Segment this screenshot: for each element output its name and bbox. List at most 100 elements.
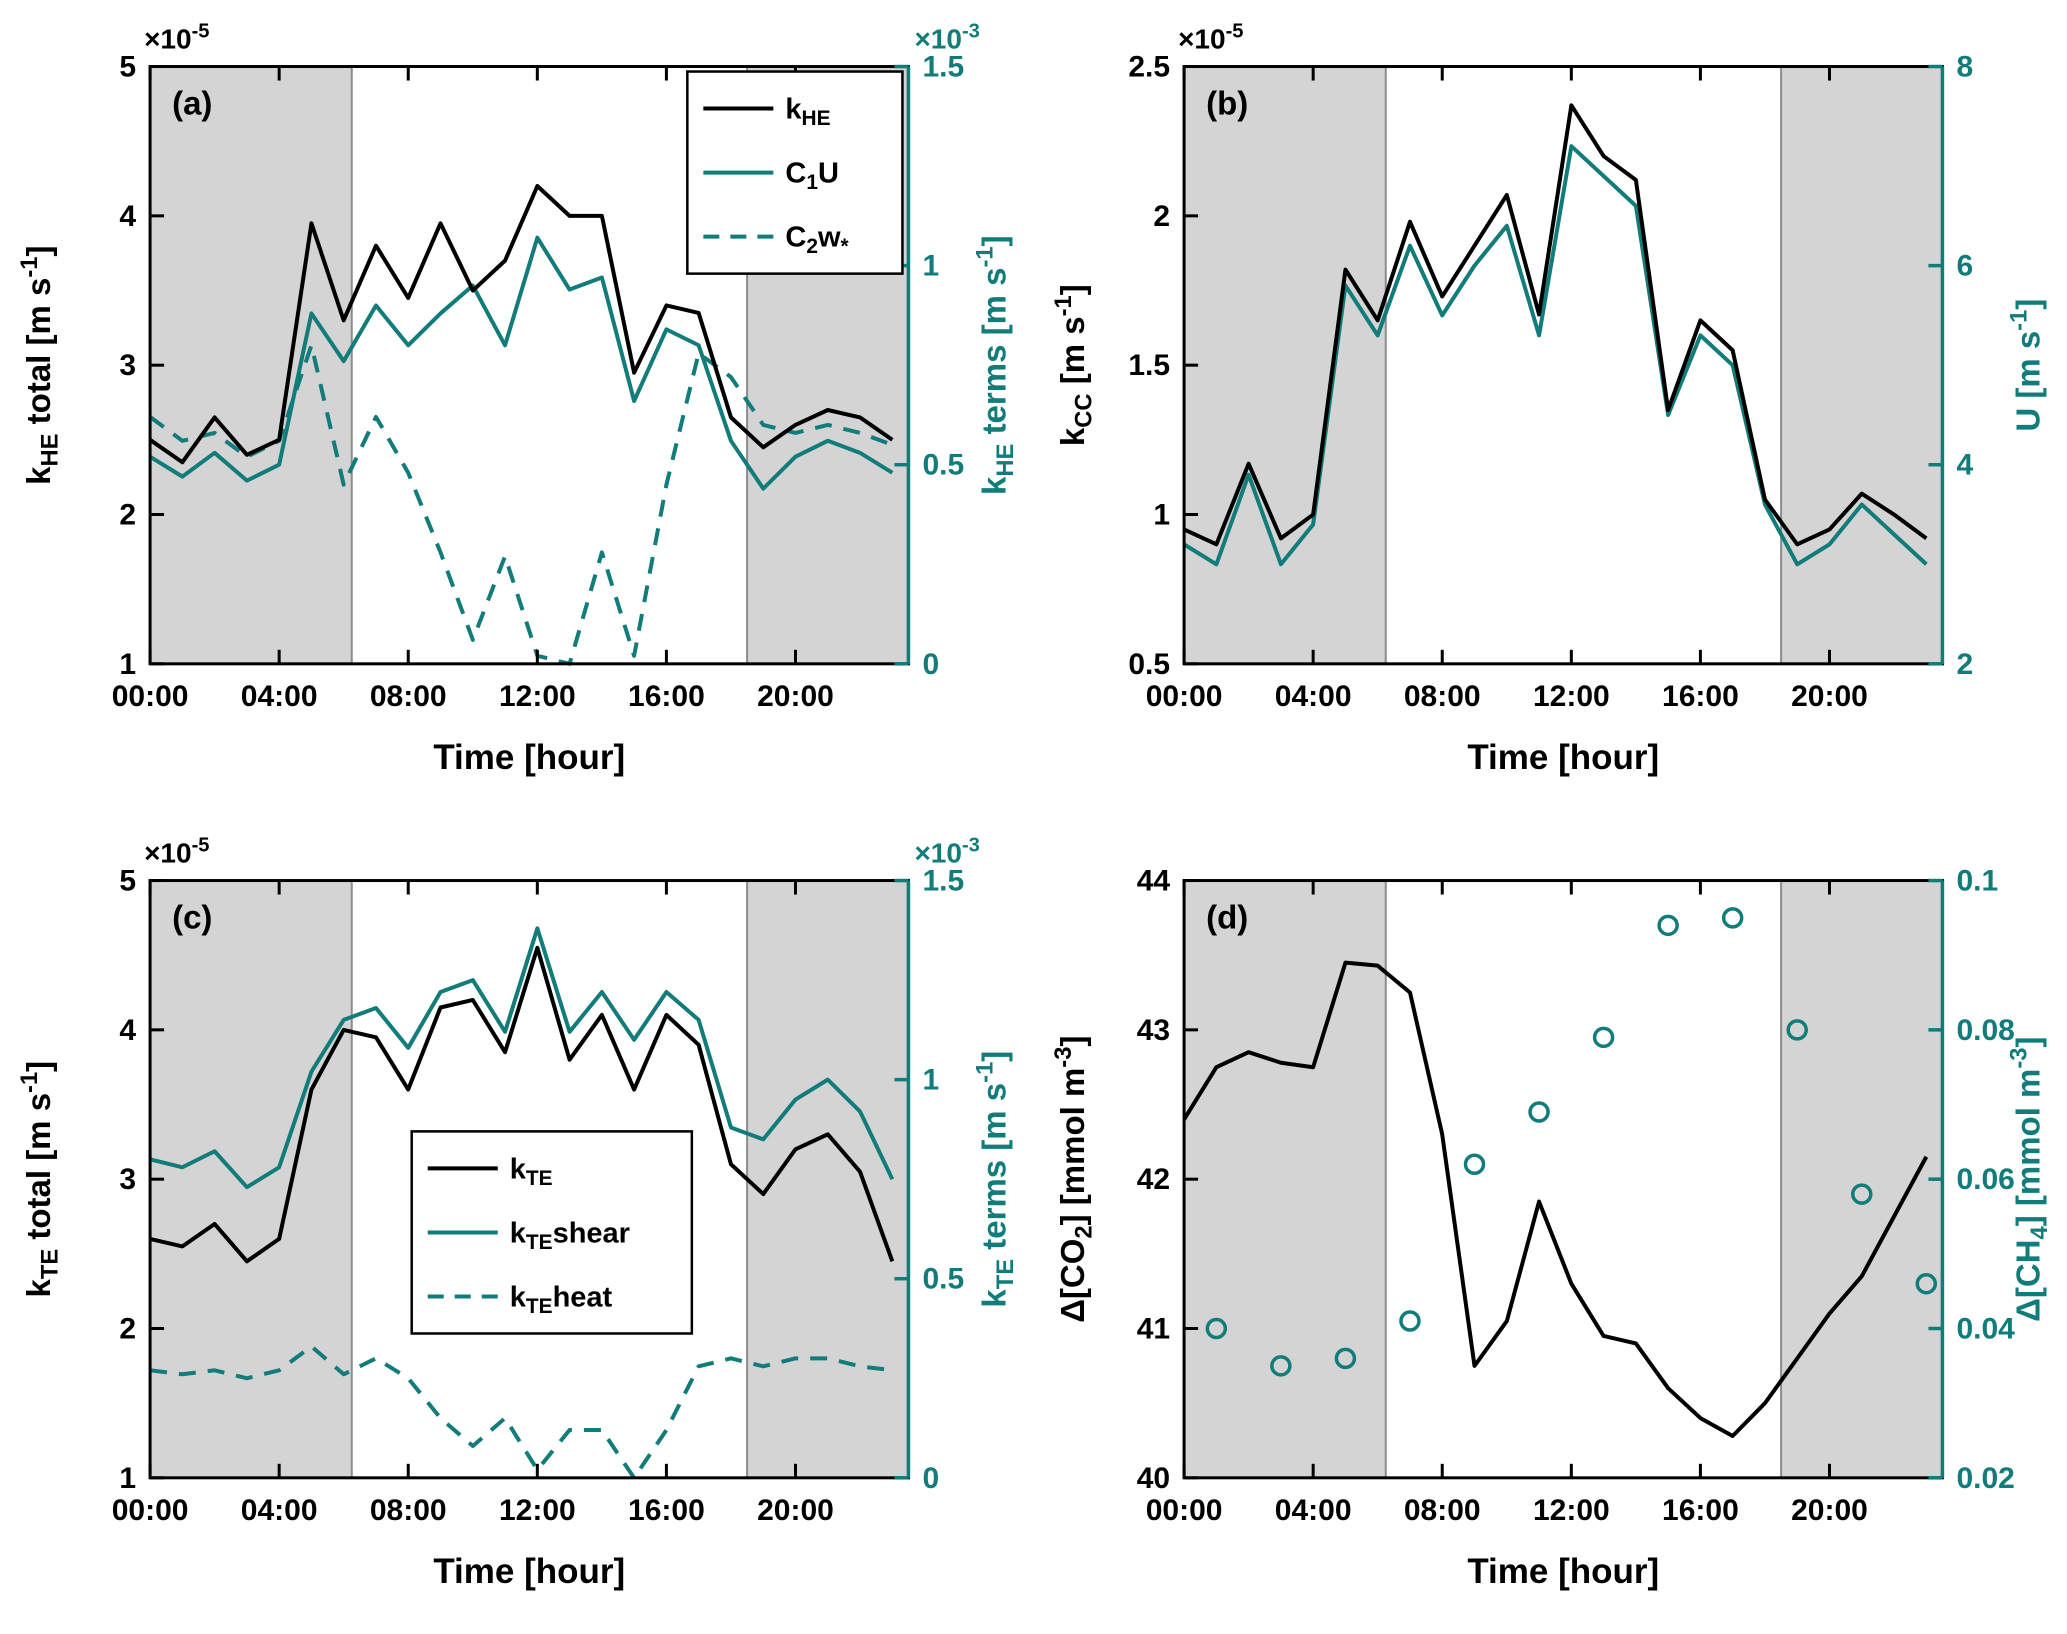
left-tick-label: 41 bbox=[1136, 1313, 1169, 1346]
x-tick-label: 08:00 bbox=[1403, 680, 1480, 713]
night-shading bbox=[1184, 67, 1386, 664]
series-point-ch4 bbox=[1465, 1156, 1483, 1174]
x-axis-label: Time [hour] bbox=[1467, 738, 1659, 777]
right-axis-multiplier: ×10-3 bbox=[914, 20, 979, 54]
left-tick-label: 1.5 bbox=[1128, 349, 1170, 382]
x-tick-label: 16:00 bbox=[628, 680, 705, 713]
x-tick-label: 20:00 bbox=[1791, 680, 1868, 713]
x-tick-label: 20:00 bbox=[1791, 1494, 1868, 1527]
series-point-ch4 bbox=[1594, 1029, 1612, 1047]
x-tick-label: 16:00 bbox=[628, 1494, 705, 1527]
night-shading bbox=[1781, 881, 1942, 1478]
left-tick-label: 1 bbox=[119, 1462, 136, 1495]
x-axis-label: Time [hour] bbox=[433, 1552, 625, 1591]
right-tick-label: 0 bbox=[922, 648, 939, 681]
right-axis-multiplier: ×10-3 bbox=[914, 835, 979, 869]
left-axis-label: kHE total [m s-1] bbox=[16, 245, 63, 484]
left-axis-label: kCC [m s-1] bbox=[1049, 284, 1096, 446]
right-tick-label: 0.5 bbox=[922, 1263, 964, 1296]
x-tick-label: 12:00 bbox=[1532, 680, 1609, 713]
left-tick-label: 2 bbox=[1153, 200, 1170, 233]
right-tick-label: 1.5 bbox=[922, 865, 964, 898]
x-tick-label: 00:00 bbox=[112, 680, 189, 713]
right-tick-label: 2 bbox=[1956, 648, 1973, 681]
right-axis-label: kTE terms [m s-1] bbox=[971, 1051, 1018, 1308]
series-point-ch4 bbox=[1659, 917, 1677, 935]
right-axis-label: Δ[CH4] [mmol m-3] bbox=[2005, 1037, 2052, 1322]
left-tick-label: 2.5 bbox=[1128, 51, 1170, 84]
night-shading bbox=[150, 67, 352, 664]
x-tick-label: 08:00 bbox=[370, 680, 447, 713]
x-tick-label: 04:00 bbox=[241, 1494, 318, 1527]
left-axis-multiplier: ×10-5 bbox=[144, 835, 209, 869]
x-tick-label: 20:00 bbox=[757, 680, 834, 713]
left-tick-label: 5 bbox=[119, 51, 136, 84]
left-axis-multiplier: ×10-5 bbox=[144, 20, 209, 54]
left-tick-label: 1 bbox=[1153, 499, 1170, 532]
x-axis-label: Time [hour] bbox=[1467, 1552, 1659, 1591]
right-tick-label: 0.5 bbox=[922, 449, 964, 482]
legend-label-c2w: C2w* bbox=[785, 222, 849, 258]
left-tick-label: 5 bbox=[119, 865, 136, 898]
series-point-ch4 bbox=[1723, 909, 1741, 927]
series-point-ch4 bbox=[1530, 1103, 1548, 1121]
x-axis-label: Time [hour] bbox=[433, 738, 625, 777]
left-tick-label: 4 bbox=[119, 200, 136, 233]
panel-c: 00:00 04:00 08:00 12:00 16:00 20:00 1 2 3 4 5 0 0.5 1… bbox=[0, 814, 1034, 1628]
night-shading bbox=[1184, 881, 1386, 1478]
chart-svg-c: 00:00 04:00 08:00 12:00 16:00 20:00 1 2 3 4 5 0 0.5 1… bbox=[0, 814, 1034, 1628]
right-tick-label: 1 bbox=[922, 250, 939, 283]
panel-letter: (a) bbox=[172, 85, 212, 122]
panel-letter: (d) bbox=[1206, 899, 1248, 936]
series-point-ch4 bbox=[1400, 1312, 1418, 1330]
x-tick-label: 08:00 bbox=[370, 1494, 447, 1527]
x-tick-label: 04:00 bbox=[1274, 680, 1351, 713]
right-tick-label: 6 bbox=[1956, 250, 1973, 283]
left-tick-label: 3 bbox=[119, 349, 136, 382]
x-tick-label: 04:00 bbox=[1274, 1494, 1351, 1527]
right-tick-label: 0.02 bbox=[1956, 1462, 2014, 1495]
right-tick-label: 1 bbox=[922, 1064, 939, 1097]
panel-letter: (b) bbox=[1206, 85, 1248, 122]
right-tick-label: 0.04 bbox=[1956, 1313, 2015, 1346]
x-tick-label: 16:00 bbox=[1662, 1494, 1739, 1527]
right-axis-label: U [m s-1] bbox=[2005, 299, 2046, 432]
right-tick-label: 4 bbox=[1956, 449, 1973, 482]
right-tick-label: 0 bbox=[922, 1462, 939, 1495]
night-shading bbox=[150, 881, 352, 1478]
x-tick-label: 12:00 bbox=[499, 1494, 576, 1527]
legend-label-kte-heat: kTEheat bbox=[510, 1282, 613, 1318]
left-axis-label: Δ[CO2] [mmol m-3] bbox=[1049, 1036, 1096, 1323]
left-tick-label: 0.5 bbox=[1128, 648, 1170, 681]
right-tick-label: 0.06 bbox=[1956, 1164, 2014, 1197]
left-tick-label: 2 bbox=[119, 1313, 136, 1346]
x-tick-label: 08:00 bbox=[1403, 1494, 1480, 1527]
x-tick-label: 00:00 bbox=[112, 1494, 189, 1527]
left-tick-label: 2 bbox=[119, 499, 136, 532]
x-tick-label: 16:00 bbox=[1662, 680, 1739, 713]
left-tick-label: 1 bbox=[119, 648, 136, 681]
x-tick-label: 12:00 bbox=[499, 680, 576, 713]
left-tick-label: 42 bbox=[1136, 1164, 1169, 1197]
left-tick-label: 3 bbox=[119, 1164, 136, 1197]
x-tick-label: 20:00 bbox=[757, 1494, 834, 1527]
right-tick-label: 0.08 bbox=[1956, 1014, 2014, 1047]
left-axis-label: kTE total [m s-1] bbox=[16, 1061, 63, 1298]
right-axis-label: kHE terms [m s-1] bbox=[971, 235, 1018, 495]
right-tick-label: 0.1 bbox=[1956, 865, 1998, 898]
left-axis-multiplier: ×10-5 bbox=[1178, 20, 1243, 54]
right-tick-label: 8 bbox=[1956, 51, 1973, 84]
x-tick-label: 00:00 bbox=[1145, 1494, 1222, 1527]
night-shading bbox=[747, 881, 908, 1478]
left-tick-label: 43 bbox=[1136, 1014, 1169, 1047]
left-tick-label: 4 bbox=[119, 1014, 136, 1047]
left-tick-label: 40 bbox=[1136, 1462, 1169, 1495]
right-tick-label: 1.5 bbox=[922, 51, 964, 84]
x-tick-label: 12:00 bbox=[1532, 1494, 1609, 1527]
